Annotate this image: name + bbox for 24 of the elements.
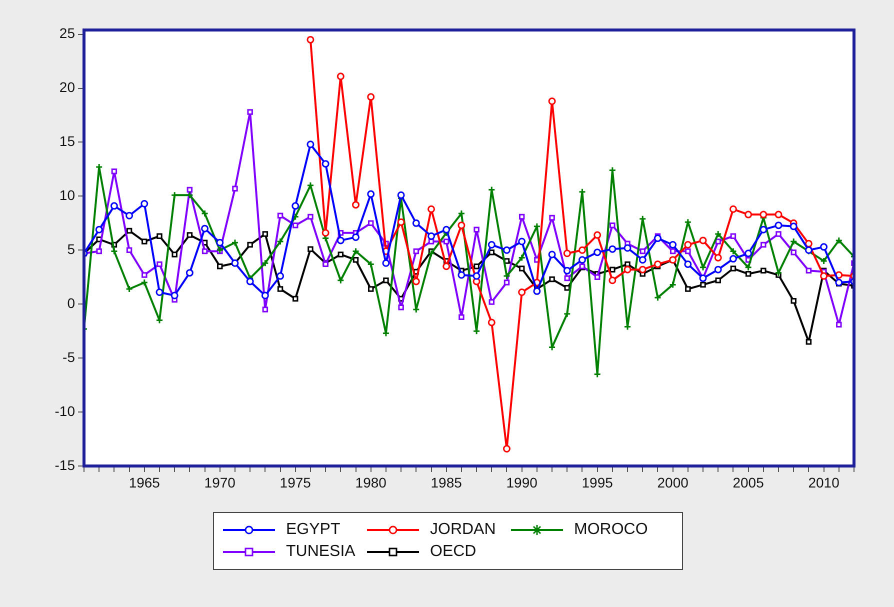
x-tick-label: 2005: [732, 474, 764, 490]
y-tick-label: 15: [59, 133, 76, 150]
x-tick-label: 1985: [430, 474, 462, 490]
legend-label: OECD: [430, 543, 476, 561]
y-tick-label: 20: [59, 79, 76, 96]
legend-label: MOROCO: [574, 521, 648, 539]
legend-label: TUNESIA: [286, 543, 356, 561]
x-tick-label: 2000: [657, 474, 689, 490]
x-tick-label: 1975: [280, 474, 312, 490]
x-tick-label: 2010: [808, 474, 840, 490]
y-tick-label: 0: [67, 294, 76, 311]
x-tick-label: 1980: [355, 474, 387, 490]
x-tick-label: 1965: [128, 474, 160, 490]
y-tick-label: -15: [54, 456, 76, 473]
x-tick-label: 1970: [204, 474, 236, 490]
y-tick-label: 10: [59, 187, 76, 204]
legend-label: JORDAN: [430, 521, 496, 539]
legend-label: EGYPT: [286, 521, 340, 539]
x-tick-label: 1995: [582, 474, 614, 490]
x-tick-label: 1990: [506, 474, 538, 490]
y-tick-label: -10: [54, 402, 76, 419]
y-tick-label: -5: [62, 348, 76, 365]
y-tick-label: 25: [59, 25, 76, 42]
y-tick-label: 5: [67, 241, 76, 258]
